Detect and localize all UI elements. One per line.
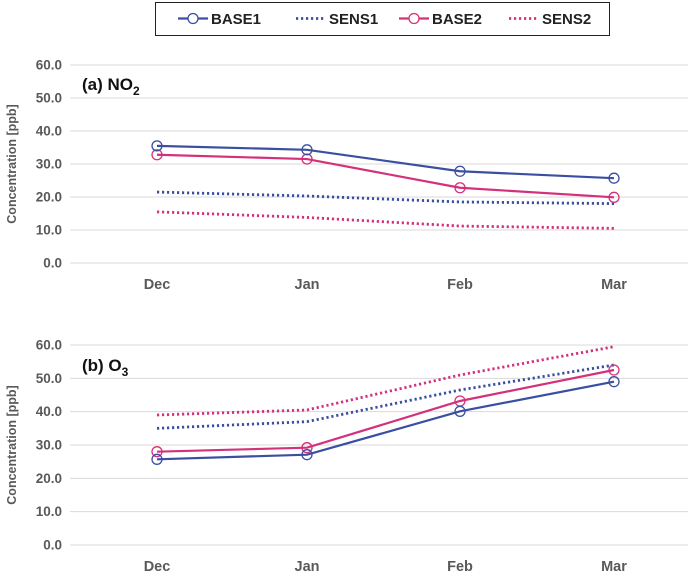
point-base2-dec (151, 149, 163, 161)
legend-marker-base2 (408, 12, 420, 25)
y-tick-label: 10.0 (36, 223, 62, 238)
x-tick-label-dec: Dec (144, 559, 171, 574)
series-line-sens1 (156, 190, 615, 205)
y-tick-label: 40.0 (36, 404, 62, 419)
y-tick-label: 50.0 (36, 371, 62, 386)
chart-no2: 0.0 10.0 20.0 30.0 40.0 50.0 60.0 Dec Jan Feb Mar C… (5, 58, 688, 293)
y-tick-label: 0.0 (43, 256, 62, 271)
point-base1-jan (301, 449, 313, 461)
point-base1-feb (454, 405, 466, 417)
point-base1-feb (454, 165, 466, 177)
point-base2-jan (301, 442, 313, 454)
legend-label-sens1: SENS1 (329, 11, 378, 28)
y-tick-label: 20.0 (36, 471, 62, 486)
y-axis-label: Concentration [ppb] (5, 104, 19, 223)
series-line-sens2 (156, 345, 615, 417)
x-tick-label-dec: Dec (144, 277, 171, 293)
legend-item-sens1: SENS1 (296, 11, 378, 28)
legend-item-sens2: SENS2 (509, 11, 591, 28)
point-base2-feb (454, 182, 466, 194)
x-tick-label-feb: Feb (447, 277, 473, 293)
series-line-sens1 (156, 363, 615, 430)
y-tick-label: 50.0 (36, 91, 62, 106)
series-line-base2 (156, 153, 615, 199)
panel-title: (b) O3 (82, 356, 129, 379)
y-tick-label: 40.0 (36, 124, 62, 139)
series-line-base1 (156, 380, 615, 461)
point-base2-jan (301, 153, 313, 165)
legend-label-base1: BASE1 (211, 11, 261, 28)
panel-title-subscript: 2 (133, 84, 140, 98)
point-base1-jan (301, 144, 313, 156)
legend: BASE1 SENS1 BASE2 SENS2 (155, 2, 610, 36)
series-line-base2 (156, 368, 615, 453)
legend-label-base2: BASE2 (432, 11, 482, 28)
y-axis-label: Concentration [ppb] (5, 385, 19, 504)
point-base1-dec (151, 140, 163, 152)
panel-title-subscript: 3 (122, 365, 129, 379)
point-base2-dec (151, 446, 163, 458)
point-base1-dec (151, 453, 163, 465)
legend-label-sens2: SENS2 (542, 11, 591, 28)
point-base1-mar (608, 172, 620, 184)
series-line-sens2 (156, 210, 615, 230)
y-tick-label: 60.0 (36, 338, 62, 353)
y-tick-label: 30.0 (36, 438, 62, 453)
point-base2-mar (608, 364, 620, 376)
point-base1-mar (608, 376, 620, 388)
y-tick-label: 10.0 (36, 504, 62, 519)
legend-svg: BASE1 SENS1 BASE2 SENS2 (178, 11, 591, 28)
chart-o3: 0.0 10.0 20.0 30.0 40.0 50.0 60.0 Dec Jan Feb Mar C… (5, 338, 688, 574)
x-tick-label-jan: Jan (295, 559, 320, 574)
point-base2-mar (608, 191, 620, 203)
y-tick-label: 30.0 (36, 157, 62, 172)
y-tick-label: 60.0 (36, 58, 62, 73)
y-tick-label: 0.0 (43, 538, 62, 553)
x-tick-label-mar: Mar (601, 277, 627, 293)
x-tick-label-jan: Jan (295, 277, 320, 293)
series-line-base1 (156, 144, 615, 180)
legend-item-base1: BASE1 (178, 11, 261, 28)
legend-item-base2: BASE2 (399, 11, 482, 28)
y-tick-label: 20.0 (36, 190, 62, 205)
panel-title: (a) NO2 (82, 75, 140, 98)
x-tick-label-mar: Mar (601, 559, 627, 574)
legend-marker-base1 (187, 12, 199, 25)
x-tick-label-feb: Feb (447, 559, 473, 574)
